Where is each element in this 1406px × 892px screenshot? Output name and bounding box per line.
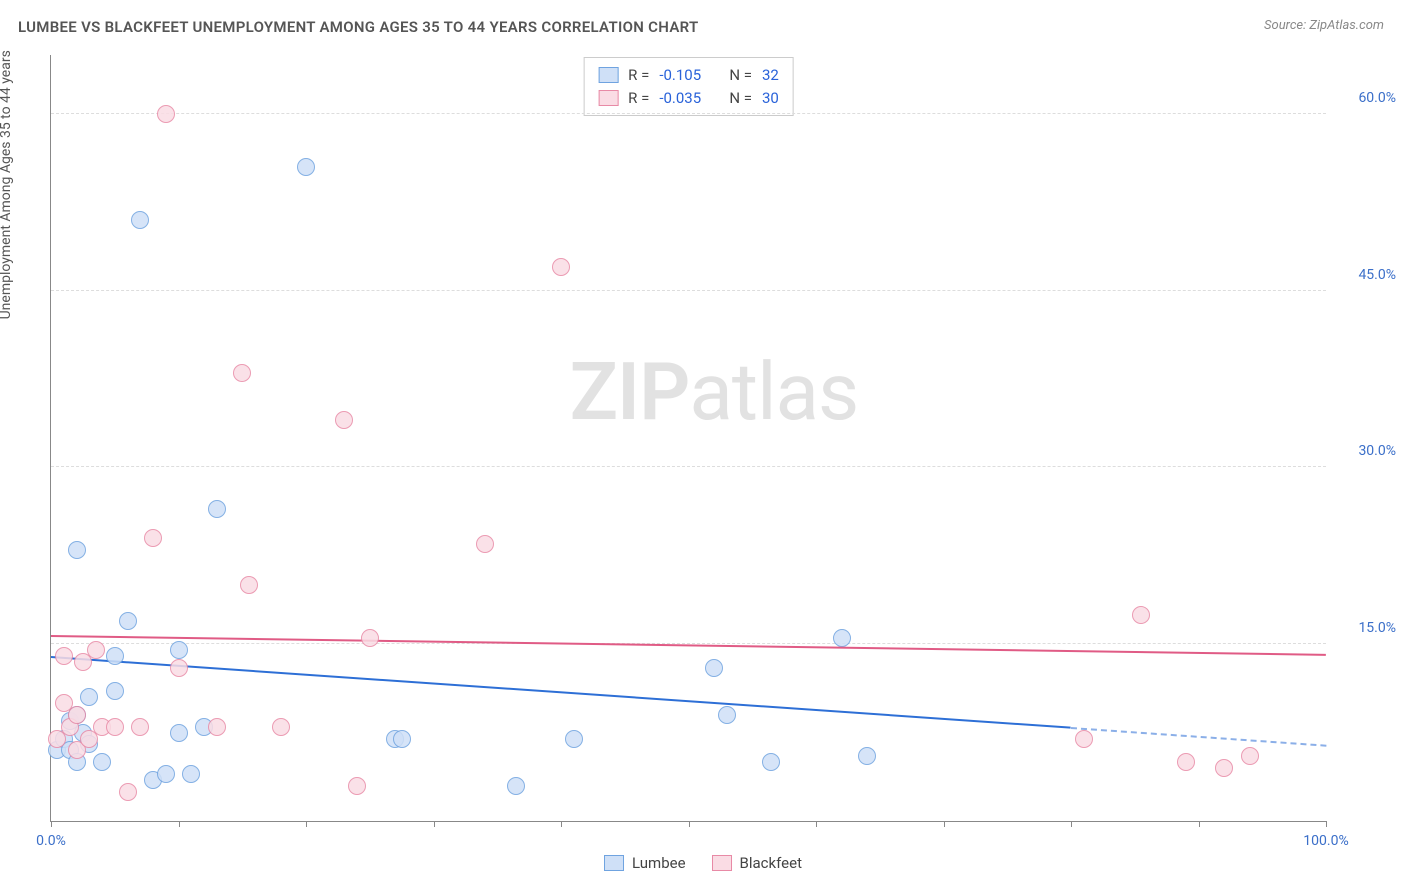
stat-label: N = — [729, 87, 752, 110]
scatter-point — [106, 647, 124, 665]
y-tick-label: 15.0% — [1358, 620, 1396, 636]
scatter-point — [106, 682, 124, 700]
stat-label: N = — [729, 64, 752, 87]
x-tick — [1199, 821, 1200, 827]
x-tick — [1326, 821, 1327, 827]
scatter-point — [858, 747, 876, 765]
scatter-point — [1215, 759, 1233, 777]
stat-r-value: -0.035 — [659, 87, 719, 110]
gridline — [51, 466, 1326, 467]
chart-title: LUMBEE VS BLACKFEET UNEMPLOYMENT AMONG A… — [18, 18, 699, 36]
stats-row: R = -0.035 N = 30 — [598, 87, 779, 110]
legend-label: Blackfeet — [740, 854, 802, 872]
x-tick — [434, 821, 435, 827]
series-swatch — [598, 90, 618, 106]
x-tick — [179, 821, 180, 827]
trend-line — [1071, 727, 1326, 747]
scatter-point — [208, 500, 226, 518]
scatter-point — [1241, 747, 1259, 765]
scatter-point — [119, 783, 137, 801]
scatter-point — [348, 777, 366, 795]
scatter-point — [297, 158, 315, 176]
x-tick — [306, 821, 307, 827]
stat-n-value: 32 — [762, 64, 779, 87]
scatter-point — [335, 411, 353, 429]
x-tick-label: 100.0% — [1303, 833, 1348, 849]
series-swatch — [598, 67, 618, 83]
x-tick — [1071, 821, 1072, 827]
gridline — [51, 113, 1326, 114]
trend-line — [51, 635, 1326, 656]
chart-container: LUMBEE VS BLACKFEET UNEMPLOYMENT AMONG A… — [0, 0, 1406, 892]
scatter-point — [68, 706, 86, 724]
y-tick-label: 30.0% — [1358, 443, 1396, 459]
scatter-point — [144, 529, 162, 547]
scatter-point — [1075, 730, 1093, 748]
scatter-point — [833, 629, 851, 647]
scatter-point — [762, 753, 780, 771]
legend-label: Lumbee — [632, 854, 686, 872]
legend-item: Blackfeet — [712, 854, 802, 872]
scatter-point — [106, 718, 124, 736]
x-tick-label: 0.0% — [36, 833, 66, 849]
x-tick — [689, 821, 690, 827]
chart-source: Source: ZipAtlas.com — [1264, 18, 1384, 33]
y-tick-label: 45.0% — [1358, 267, 1396, 283]
scatter-point — [718, 706, 736, 724]
scatter-point — [1132, 606, 1150, 624]
scatter-point — [68, 541, 86, 559]
scatter-point — [157, 105, 175, 123]
scatter-point — [552, 258, 570, 276]
scatter-point — [170, 724, 188, 742]
scatter-point — [55, 647, 73, 665]
stats-legend-box: R = -0.105 N = 32 R = -0.035 N = 30 — [583, 57, 794, 116]
scatter-point — [87, 641, 105, 659]
scatter-point — [119, 612, 137, 630]
scatter-point — [170, 641, 188, 659]
x-tick — [51, 821, 52, 827]
scatter-point — [93, 753, 111, 771]
scatter-point — [565, 730, 583, 748]
scatter-point — [157, 765, 175, 783]
stat-label: R = — [628, 87, 649, 110]
legend-swatch — [604, 855, 624, 871]
scatter-point — [131, 211, 149, 229]
scatter-point — [361, 629, 379, 647]
scatter-point — [393, 730, 411, 748]
scatter-point — [182, 765, 200, 783]
watermark: ZIPatlas — [570, 345, 859, 439]
legend-item: Lumbee — [604, 854, 686, 872]
stats-row: R = -0.105 N = 32 — [598, 64, 779, 87]
y-axis-label: Unemployment Among Ages 35 to 44 years — [0, 50, 14, 319]
stat-label: R = — [628, 64, 649, 87]
scatter-point — [240, 576, 258, 594]
scatter-point — [233, 364, 251, 382]
scatter-point — [80, 688, 98, 706]
x-tick — [816, 821, 817, 827]
scatter-point — [170, 659, 188, 677]
stat-r-value: -0.105 — [659, 64, 719, 87]
scatter-point — [131, 718, 149, 736]
scatter-point — [507, 777, 525, 795]
legend-swatch — [712, 855, 732, 871]
scatter-point — [208, 718, 226, 736]
gridline — [51, 290, 1326, 291]
scatter-point — [705, 659, 723, 677]
x-tick — [561, 821, 562, 827]
y-tick-label: 60.0% — [1358, 90, 1396, 106]
bottom-legend: Lumbee Blackfeet — [604, 854, 802, 872]
scatter-point — [272, 718, 290, 736]
scatter-point — [1177, 753, 1195, 771]
plot-area: ZIPatlas R =-0.105N =32R =-0.035N =30 15… — [50, 55, 1326, 822]
x-tick — [944, 821, 945, 827]
stat-n-value: 30 — [762, 87, 779, 110]
scatter-point — [476, 535, 494, 553]
